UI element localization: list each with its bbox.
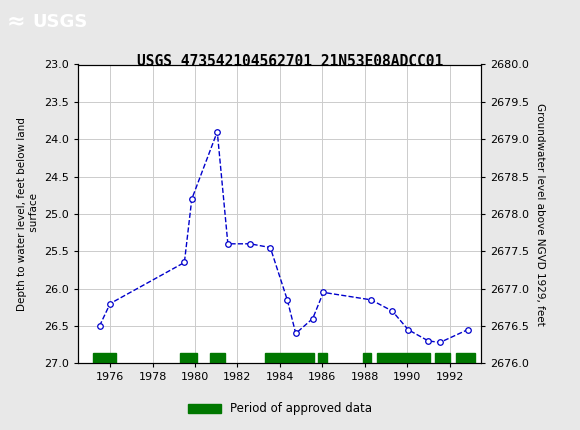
Y-axis label: Groundwater level above NGVD 1929, feet: Groundwater level above NGVD 1929, feet bbox=[535, 102, 545, 326]
Bar bbox=[180, 353, 197, 363]
Y-axis label: Depth to water level, feet below land
 surface: Depth to water level, feet below land su… bbox=[17, 117, 39, 311]
Bar bbox=[318, 353, 327, 363]
Bar bbox=[362, 353, 371, 363]
Bar bbox=[265, 353, 314, 363]
Bar bbox=[378, 353, 430, 363]
Text: USGS 473542104562701 21N53E08ADCC01: USGS 473542104562701 21N53E08ADCC01 bbox=[137, 54, 443, 69]
Text: ≈: ≈ bbox=[7, 12, 26, 32]
Legend: Period of approved data: Period of approved data bbox=[183, 398, 377, 420]
Text: USGS: USGS bbox=[32, 12, 87, 31]
Bar bbox=[456, 353, 475, 363]
Bar bbox=[435, 353, 450, 363]
Bar bbox=[210, 353, 224, 363]
Bar bbox=[93, 353, 117, 363]
